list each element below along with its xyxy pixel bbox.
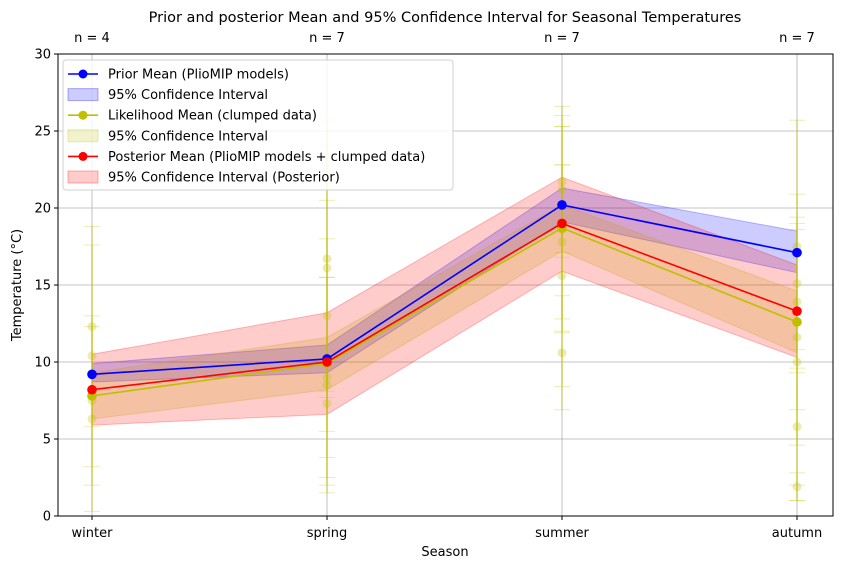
x-tick-label: summer	[535, 526, 589, 541]
legend-marker	[78, 110, 88, 120]
sample-count-label: n = 7	[779, 31, 815, 46]
legend: Prior Mean (PlioMIP models) 95% Confidenc…	[62, 59, 454, 191]
series-point-1	[557, 200, 567, 210]
x-tick-label: autumn	[772, 526, 822, 541]
raw-point	[557, 271, 567, 281]
legend-label: 95% Confidence Interval	[108, 88, 268, 103]
raw-point	[322, 399, 332, 409]
series-point-1	[792, 247, 802, 258]
x-tick-label: spring	[307, 526, 347, 541]
y-tick-label: 15	[34, 279, 51, 294]
legend-box	[62, 59, 454, 191]
series-point-3	[557, 218, 567, 229]
legend-band-swatch	[67, 170, 99, 184]
series-point-1	[87, 369, 97, 380]
raw-point	[792, 482, 802, 492]
series-line-2	[91, 227, 798, 397]
y-tick-label: 20	[34, 202, 51, 217]
series-line-3	[91, 222, 798, 391]
legend-marker	[78, 151, 88, 161]
series-lines	[87, 200, 802, 401]
series-line-1	[91, 204, 798, 376]
y-tick-label: 25	[34, 125, 51, 140]
legend-band-swatch	[67, 88, 99, 102]
y-axis-label: Temperature (°C)	[10, 229, 25, 342]
legend-label: Likelihood Mean (clumped data)	[108, 109, 317, 124]
x-tick-label: winter	[72, 526, 114, 541]
raw-point	[792, 422, 802, 432]
legend-label: Posterior Mean (PlioMIP models + clumped…	[108, 150, 425, 165]
legend-band-swatch	[67, 129, 99, 143]
chart-title: Prior and posterior Mean and 95% Confide…	[149, 10, 742, 26]
legend-label: Prior Mean (PlioMIP models)	[108, 68, 289, 83]
y-tick-label: 10	[34, 356, 51, 371]
y-tick-label: 5	[43, 433, 51, 448]
legend-label: 95% Confidence Interval	[108, 129, 268, 144]
sample-count-label: n = 7	[309, 31, 345, 46]
raw-point	[557, 348, 567, 358]
series-point-3	[322, 357, 332, 367]
series-point-2	[792, 317, 802, 327]
series-point-3	[87, 384, 97, 395]
raw-point	[792, 357, 802, 367]
legend-marker	[78, 69, 88, 79]
x-axis-label: Season	[421, 545, 468, 560]
series-point-3	[792, 306, 802, 316]
y-tick-label: 30	[34, 48, 51, 63]
axes: 0 5 10 15 20 25 30 winter n = 4 spring n = 7 summer…	[34, 31, 822, 541]
y-tick-label: 0	[43, 510, 51, 525]
legend-label: 95% Confidence Interval (Posterior)	[108, 171, 340, 186]
sample-count-label: n = 7	[544, 31, 580, 46]
sample-count-label: n = 4	[74, 31, 110, 46]
